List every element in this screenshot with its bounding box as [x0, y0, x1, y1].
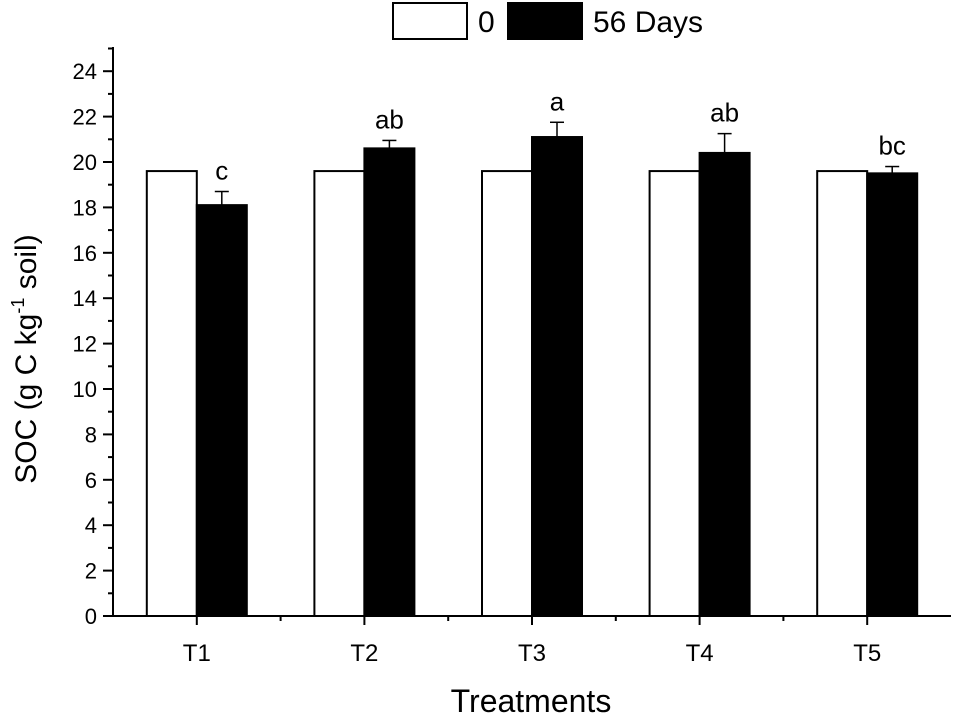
bar-day56-t4: [698, 151, 751, 617]
x-tick-label: T1: [183, 640, 211, 667]
bar-day0-t2: [313, 170, 366, 618]
significance-letter: ab: [710, 98, 739, 128]
legend-label-1: 56 Days: [593, 6, 703, 39]
y-tick-label: 2: [85, 559, 97, 584]
bar-day0-t1: [145, 170, 198, 618]
y-tick-label: 12: [73, 332, 97, 357]
y-tick-label: 18: [73, 195, 97, 220]
y-tick-label: 8: [85, 422, 97, 447]
y-tick-label: 6: [85, 468, 97, 493]
legend-swatch-1: [507, 2, 583, 40]
legend-swatch-0: [392, 2, 468, 40]
bar-day56-t3: [531, 136, 583, 617]
x-tick-label: T3: [518, 640, 546, 667]
y-tick-label: 0: [85, 604, 97, 629]
y-tick-label: 10: [73, 377, 97, 402]
x-tick-label: T4: [686, 640, 714, 667]
bar-day56-t5: [866, 172, 919, 617]
x-tick-label: T5: [853, 640, 881, 667]
x-tick-label: T2: [350, 640, 378, 667]
significance-letter: c: [215, 156, 228, 186]
legend-label-0: 0: [478, 6, 495, 39]
legend: 0 56 Days: [392, 2, 703, 40]
y-tick-label: 22: [73, 105, 97, 130]
y-tick-label: 20: [73, 150, 97, 175]
significance-letter: a: [550, 86, 565, 116]
significance-letter: ab: [375, 104, 404, 134]
bar-day56-t1: [195, 204, 248, 617]
bar-day0-t4: [648, 170, 701, 618]
y-axis-title: SOC (g C kg-1 soil): [8, 234, 43, 483]
significance-letter: bc: [878, 131, 905, 161]
y-tick-label: 24: [73, 59, 97, 84]
y-tick-label: 14: [73, 286, 97, 311]
bar-day56-t2: [363, 147, 416, 617]
y-tick-label: 4: [85, 513, 97, 538]
bar-day0-t5: [816, 170, 869, 618]
x-axis-title: Treatments: [451, 683, 612, 717]
y-tick-label: 16: [73, 241, 97, 266]
bar-day0-t3: [481, 170, 533, 618]
